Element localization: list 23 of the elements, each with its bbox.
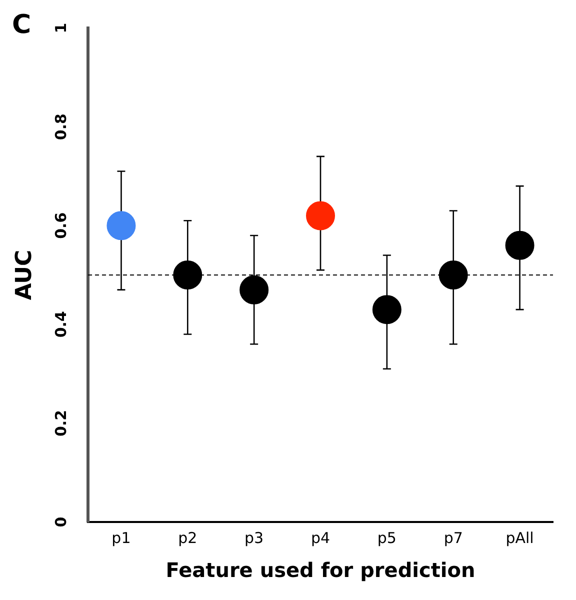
x-tick-label: p5 (377, 528, 396, 547)
y-axis-title: AUC (12, 250, 37, 300)
point (372, 295, 402, 324)
x-tick-label: p3 (244, 528, 264, 547)
point (173, 260, 202, 290)
point (240, 275, 269, 304)
y-tick-label: 0.2 (52, 410, 70, 436)
x-tick-label: p4 (310, 528, 330, 547)
point (106, 211, 136, 240)
point (306, 201, 335, 230)
y-tick-label: 0.4 (52, 311, 70, 338)
text: C (12, 10, 32, 40)
y-tick-label: 0.6 (52, 212, 70, 239)
x-axis-title: Feature used for prediction (166, 558, 476, 582)
point (505, 230, 534, 260)
x-tick-label: p7 (444, 528, 463, 547)
y-tick-label: 0 (52, 516, 70, 528)
point (438, 260, 468, 290)
x-tick-label: p2 (178, 528, 198, 547)
x-tick-label: pAll (506, 528, 534, 547)
y-tick-label: 0.8 (52, 114, 70, 140)
x-tick-label: p1 (112, 528, 131, 547)
y-tick-label: 1 (52, 22, 70, 34)
